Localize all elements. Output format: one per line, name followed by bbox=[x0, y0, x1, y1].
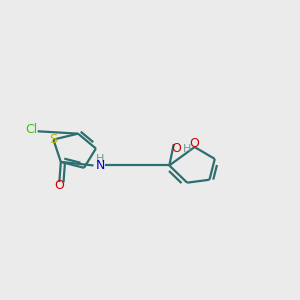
Text: O: O bbox=[190, 137, 200, 150]
Text: Cl: Cl bbox=[25, 123, 37, 136]
Text: H: H bbox=[96, 154, 104, 164]
Text: S: S bbox=[50, 133, 57, 146]
Text: N: N bbox=[95, 159, 105, 172]
Text: O: O bbox=[171, 142, 181, 155]
Text: O: O bbox=[54, 178, 64, 192]
Text: H: H bbox=[183, 143, 191, 154]
